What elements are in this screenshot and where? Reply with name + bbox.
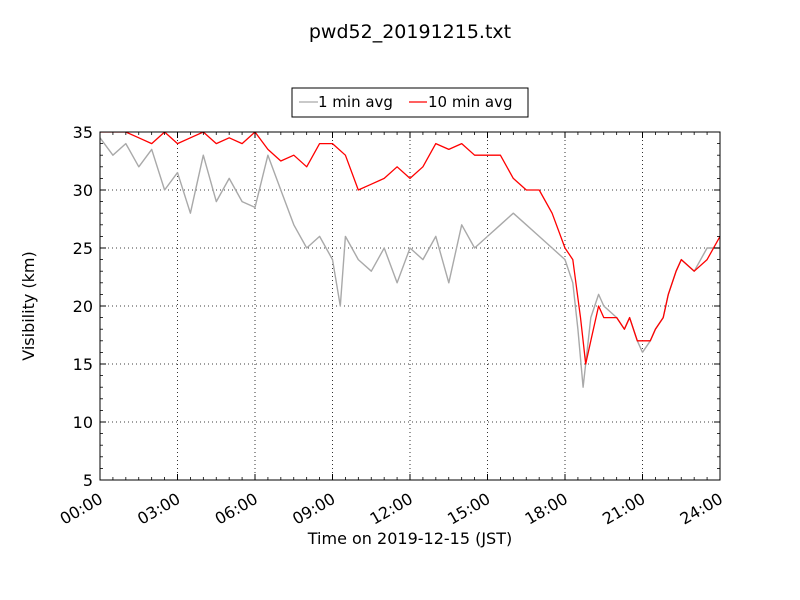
grid-lines <box>100 132 720 480</box>
series-line-1-min-avg <box>100 137 720 388</box>
y-tick-label: 10 <box>73 413 93 432</box>
y-tick-label: 30 <box>73 181 93 200</box>
y-tick-label: 5 <box>83 471 93 490</box>
y-tick-label: 15 <box>73 355 93 374</box>
y-tick-label: 25 <box>73 239 93 258</box>
series-line-10-min-avg <box>100 132 720 365</box>
series-lines <box>100 132 720 388</box>
y-tick-labels: 5 10 15 20 25 30 35 <box>73 123 93 490</box>
x-axis-title: Time on 2019-12-15 (JST) <box>307 529 512 548</box>
legend-label-1-min-avg: 1 min avg <box>318 93 393 111</box>
y-tick-label: 20 <box>73 297 93 316</box>
legend: 1 min avg 10 min avg <box>291 87 529 118</box>
axis-ticks <box>99 131 721 481</box>
legend-label-10-min-avg: 10 min avg <box>428 93 513 111</box>
y-tick-label: 35 <box>73 123 93 142</box>
chart-title: pwd52_20191215.txt <box>309 21 511 43</box>
y-axis-title: Visibility (km) <box>19 251 38 360</box>
